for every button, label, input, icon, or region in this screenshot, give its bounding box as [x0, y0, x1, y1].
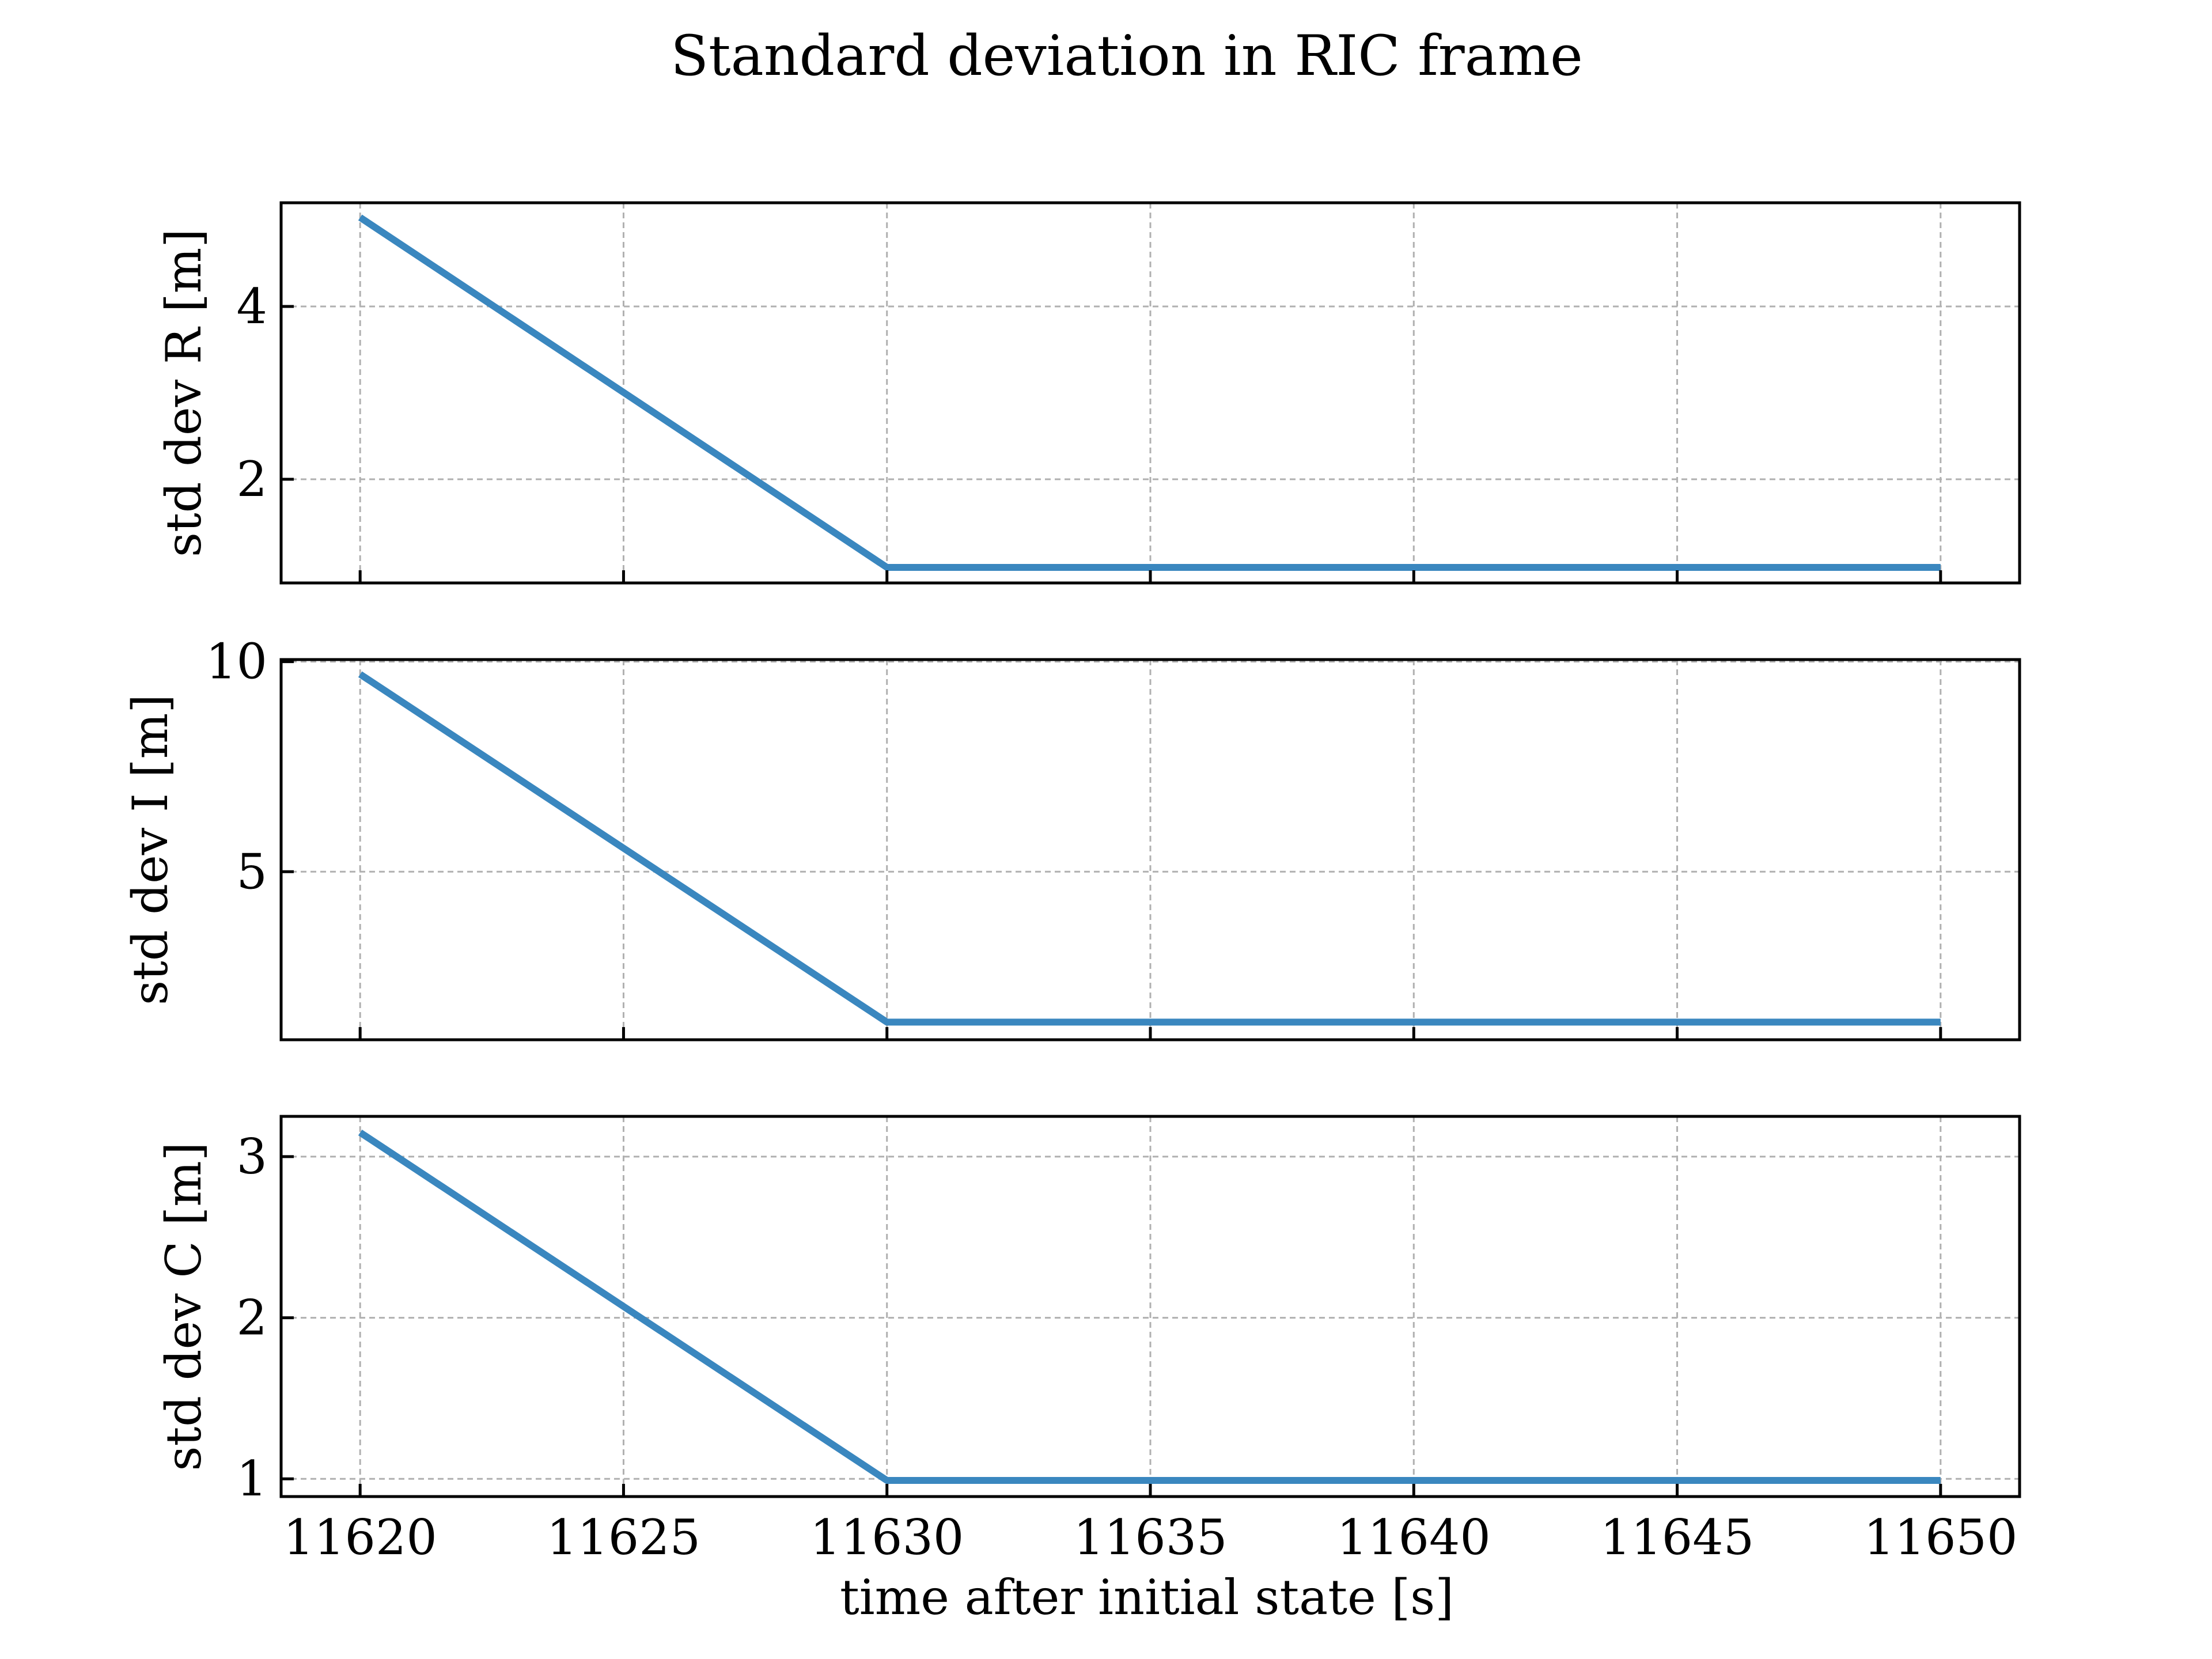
y-tick-label: 10: [206, 634, 267, 690]
y-tick-label: 1: [237, 1450, 267, 1507]
y-axis-label-c: std dev C [m]: [156, 1142, 212, 1471]
panel-c: 1 2 3 11620 11625 11630 11635 11640 11645 11650 st…: [156, 1115, 2021, 1566]
series-line-i: [358, 671, 1941, 1026]
y-tick-label: 3: [237, 1128, 267, 1185]
panel-r: 2 4 std dev R [m]: [156, 201, 2021, 585]
x-tick-label: 11630: [810, 1509, 964, 1566]
y-tick-label: 2: [237, 451, 267, 507]
x-tick-label: 11645: [1600, 1509, 1754, 1566]
x-axis-label: time after initial state [s]: [840, 1569, 1454, 1626]
panel-i: 5 10 std dev I [m]: [122, 634, 2021, 1041]
series-line-c: [358, 1129, 1941, 1484]
series-line-r: [358, 214, 1941, 571]
y-tick-label: 4: [237, 278, 267, 335]
x-tick-label: 11620: [283, 1509, 437, 1566]
y-axis-label-r: std dev R [m]: [156, 229, 212, 557]
chart-title: Standard deviation in RIC frame: [671, 24, 1583, 88]
x-tick-label: 11640: [1337, 1509, 1491, 1566]
y-tick-label: 2: [237, 1290, 267, 1346]
x-tick-label: 11625: [547, 1509, 700, 1566]
x-tick-label: 11635: [1073, 1509, 1227, 1566]
y-tick-label: 5: [237, 843, 267, 900]
x-tick-label: 11650: [1863, 1509, 2017, 1566]
y-axis-label-i: std dev I [m]: [122, 694, 179, 1005]
